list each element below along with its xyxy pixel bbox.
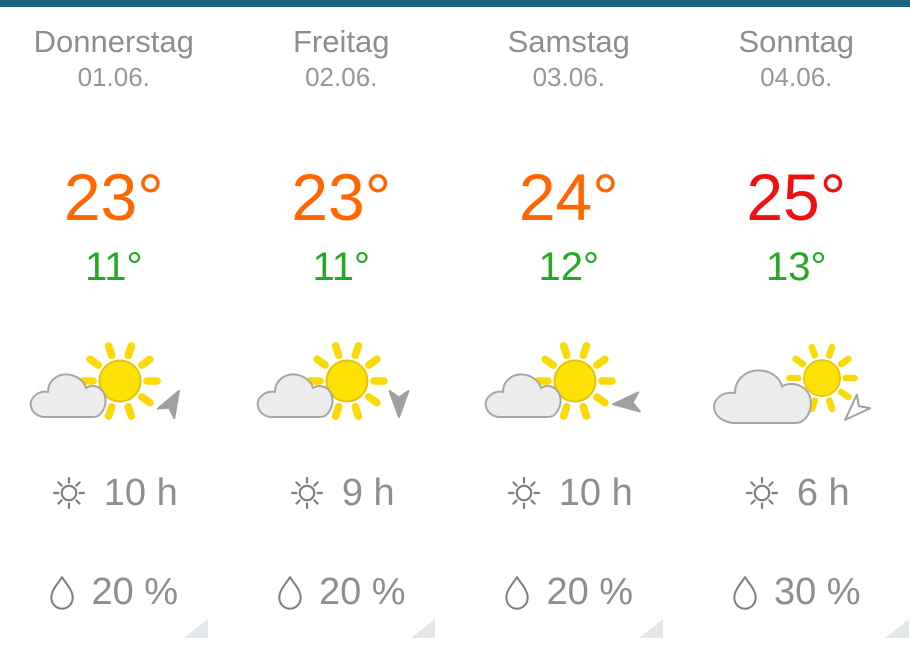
precipitation-row: 30 % xyxy=(683,569,910,615)
high-temperature: 23° xyxy=(291,160,392,234)
cloud xyxy=(484,373,562,418)
sun-behind-cloud-icon xyxy=(713,343,872,425)
low-temperature: 11° xyxy=(312,245,371,289)
day-name: Samstag xyxy=(507,24,630,59)
day-column-samstag[interactable]: Samstag 03.06. 24° 12° xyxy=(455,7,683,653)
cloud xyxy=(256,373,334,418)
sunshine-icon xyxy=(507,476,540,510)
sunshine-icon xyxy=(290,476,323,510)
wind-direction-arrow xyxy=(844,393,872,421)
day-date: 04.06. xyxy=(760,62,833,92)
day-date: 02.06. xyxy=(305,62,378,92)
sunshine-icon xyxy=(745,476,778,510)
wind-direction-arrow xyxy=(611,391,641,413)
day-name: Freitag xyxy=(293,24,390,59)
day-name: Sonntag xyxy=(738,24,855,59)
expand-corner-triangle xyxy=(411,619,435,638)
precipitation-chance: 20 % xyxy=(91,571,179,613)
high-temperature: 25° xyxy=(746,160,847,234)
raindrop-icon xyxy=(505,576,530,610)
high-temperature: 24° xyxy=(518,160,619,234)
sun-with-cloud-icon xyxy=(484,342,641,420)
wind-direction-arrow xyxy=(388,390,410,418)
sunshine-hours: 10 h xyxy=(558,472,633,514)
sun xyxy=(306,342,388,420)
sunshine-row: 9 h xyxy=(228,470,456,516)
condition-icon-wrap xyxy=(683,337,910,437)
expand-corner-triangle xyxy=(885,619,909,638)
sun-with-cloud-icon xyxy=(29,342,180,420)
sun xyxy=(786,343,859,413)
day-column-freitag[interactable]: Freitag 02.06. 23° 11° xyxy=(228,7,456,653)
day-column-sonntag[interactable]: Sonntag 04.06. 25° 13° xyxy=(683,7,910,653)
sunshine-hours: 10 h xyxy=(103,472,178,514)
condition-icon-wrap xyxy=(455,337,683,437)
cloud xyxy=(29,373,107,418)
day-date: 01.06. xyxy=(77,62,150,92)
sun-with-cloud-icon xyxy=(256,342,410,420)
sunshine-hours: 9 h xyxy=(341,472,395,514)
sunshine-hours: 6 h xyxy=(796,472,850,514)
precipitation-chance: 20 % xyxy=(546,571,634,613)
sunshine-icon xyxy=(52,476,85,510)
precipitation-chance: 30 % xyxy=(773,571,861,613)
sunshine-row: 10 h xyxy=(0,470,228,516)
raindrop-icon xyxy=(733,576,757,610)
raindrop-icon xyxy=(50,576,75,610)
wind-direction-arrow xyxy=(156,389,180,420)
day-date: 03.06. xyxy=(532,62,605,92)
precipitation-row: 20 % xyxy=(455,569,683,615)
low-temperature: 12° xyxy=(538,245,600,289)
condition-icon-wrap xyxy=(0,337,228,437)
sunshine-row: 10 h xyxy=(455,470,683,516)
raindrop-icon xyxy=(278,576,302,610)
condition-icon-wrap xyxy=(228,337,456,437)
day-column-donnerstag[interactable]: Donnerstag 01.06. 23° 11° xyxy=(0,7,228,653)
low-temperature: 11° xyxy=(84,245,143,289)
expand-corner-triangle xyxy=(183,619,208,638)
precipitation-row: 20 % xyxy=(228,569,456,615)
low-temperature: 13° xyxy=(766,245,827,289)
high-temperature: 23° xyxy=(63,160,164,234)
day-name: Donnerstag xyxy=(33,24,194,59)
forecast-columns: Donnerstag 01.06. 23° 11° xyxy=(0,7,910,653)
sunshine-row: 6 h xyxy=(683,470,910,516)
precipitation-chance: 20 % xyxy=(318,571,406,613)
precipitation-row: 20 % xyxy=(0,569,228,615)
expand-corner-triangle xyxy=(638,619,663,638)
top-accent-bar xyxy=(0,0,910,7)
sun xyxy=(534,342,616,420)
cloud xyxy=(713,369,813,425)
